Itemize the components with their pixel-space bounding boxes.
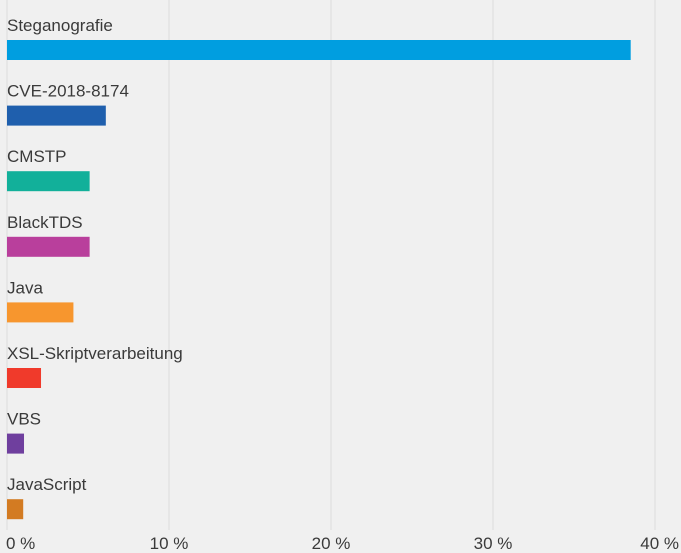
category-label: CMSTP [7, 147, 67, 166]
x-tick-label: 0 % [6, 534, 35, 553]
bar [7, 302, 74, 323]
category-label: XSL-Skriptverarbeitung [7, 344, 183, 363]
category-label: Java [7, 278, 43, 297]
category-label: BlackTDS [7, 213, 83, 232]
category-label: VBS [7, 410, 41, 429]
bar [7, 40, 631, 60]
bar [7, 236, 90, 257]
bar [7, 368, 42, 388]
category-label: JavaScript [7, 475, 87, 494]
x-tick-label: 20 % [312, 534, 351, 553]
bar [7, 433, 25, 454]
category-label: Steganografie [7, 16, 113, 35]
x-tick-label: 10 % [150, 534, 189, 553]
bar [7, 105, 106, 126]
category-label: CVE-2018-8174 [7, 82, 129, 101]
x-tick-label: 40 % [640, 534, 679, 553]
bar [7, 499, 24, 520]
x-tick-label: 30 % [474, 534, 513, 553]
bar [7, 171, 90, 192]
